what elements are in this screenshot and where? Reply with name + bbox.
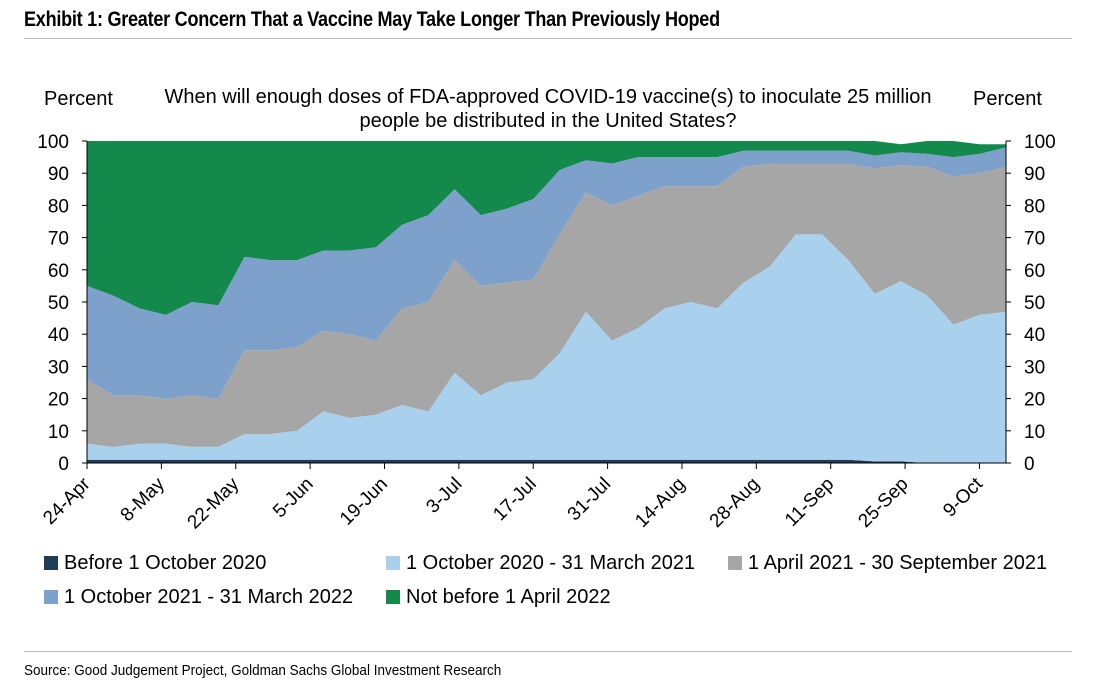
legend: Before 1 October 2020 1 October 2020 - 3… — [44, 546, 1084, 614]
y-tick-label-left: 20 — [48, 390, 69, 411]
y-axis-label-right: Percent — [973, 88, 1042, 110]
source-note: Source: Good Judgement Project, Goldman … — [24, 662, 502, 679]
legend-item-before-oct-2020: Before 1 October 2020 — [44, 552, 386, 575]
y-axis-label-left: Percent — [44, 88, 113, 110]
y-tick-label-left: 60 — [48, 261, 69, 282]
x-tick-label: 31-Jul — [564, 474, 615, 525]
y-tick-label-right: 20 — [1024, 390, 1045, 411]
area-series-2 — [87, 163, 1006, 447]
legend-swatch — [44, 590, 58, 604]
y-tick-label-right: 100 — [1024, 132, 1056, 153]
y-tick-label-left: 100 — [37, 132, 69, 153]
y-tick-label-right: 40 — [1024, 325, 1045, 346]
legend-item-apr2021-sep2021: 1 April 2021 - 30 September 2021 — [728, 552, 1047, 575]
legend-label: Before 1 October 2020 — [64, 551, 267, 574]
y-tick-label-right: 70 — [1024, 229, 1045, 250]
y-tick-label-right: 10 — [1024, 422, 1045, 443]
y-tick-label-left: 40 — [48, 325, 69, 346]
y-tick-label-left: 90 — [48, 164, 69, 185]
legend-row-2: 1 October 2021 - 31 March 2022 Not befor… — [44, 580, 1084, 614]
x-tick-label: 8-May — [117, 473, 170, 526]
x-tick-label: 5-Jun — [269, 474, 317, 522]
chart-title-line-1: When will enough doses of FDA-approved C… — [164, 86, 931, 108]
y-tick-label-left: 10 — [48, 422, 69, 443]
x-tick-label: 25-Sep — [854, 474, 912, 532]
y-tick-label-left: 0 — [58, 454, 69, 475]
source-divider — [24, 651, 1072, 652]
legend-item-oct2021-mar2022: 1 October 2021 - 31 March 2022 — [44, 586, 386, 609]
stacked-area-chart: When will enough doses of FDA-approved C… — [37, 86, 1056, 533]
legend-item-not-before-apr2022: Not before 1 April 2022 — [386, 586, 611, 609]
area-series-1 — [87, 234, 1006, 463]
x-tick-label: 11-Sep — [781, 474, 838, 531]
y-tick-label-right: 50 — [1024, 293, 1045, 314]
y-tick-label-right: 90 — [1024, 164, 1045, 185]
legend-label: 1 October 2020 - 31 March 2021 — [406, 551, 696, 574]
legend-swatch — [728, 556, 742, 570]
y-tick-label-right: 30 — [1024, 357, 1045, 378]
y-tick-label-left: 30 — [48, 357, 69, 378]
y-tick-label-left: 80 — [48, 196, 69, 217]
legend-label: 1 October 2021 - 31 March 2022 — [64, 585, 354, 608]
legend-label: Not before 1 April 2022 — [406, 585, 611, 608]
legend-swatch — [386, 556, 400, 570]
area-series-0 — [87, 459, 1006, 463]
chart-title-line-2: people be distributed in the United Stat… — [360, 110, 737, 132]
y-tick-label-left: 50 — [48, 293, 69, 314]
legend-row-1: Before 1 October 2020 1 October 2020 - 3… — [44, 546, 1084, 580]
area-series-4 — [87, 141, 1006, 315]
legend-swatch — [44, 556, 58, 570]
area-series-3 — [87, 147, 1006, 399]
x-tick-label: 17-Jul — [489, 474, 540, 525]
x-tick-label: 14-Aug — [631, 474, 689, 532]
exhibit-title: Exhibit 1: Greater Concern That a Vaccin… — [24, 8, 720, 31]
x-tick-label: 28-Aug — [706, 474, 764, 532]
x-tick-label: 9-Oct — [939, 473, 987, 521]
y-tick-label-right: 80 — [1024, 196, 1045, 217]
area-series-group — [87, 141, 1006, 463]
y-tick-label-left: 70 — [48, 229, 69, 250]
y-tick-label-right: 60 — [1024, 261, 1045, 282]
y-tick-label-right: 0 — [1024, 454, 1035, 475]
x-tick-label: 19-Jun — [336, 474, 392, 530]
title-divider — [24, 38, 1072, 39]
legend-label: 1 April 2021 - 30 September 2021 — [748, 551, 1048, 574]
x-tick-label: 3-Jul — [422, 474, 466, 518]
x-tick-label: 24-Apr — [39, 473, 95, 529]
legend-swatch — [386, 590, 400, 604]
legend-item-oct2020-mar2021: 1 October 2020 - 31 March 2021 — [386, 552, 728, 575]
x-tick-label: 22-May — [184, 473, 244, 533]
